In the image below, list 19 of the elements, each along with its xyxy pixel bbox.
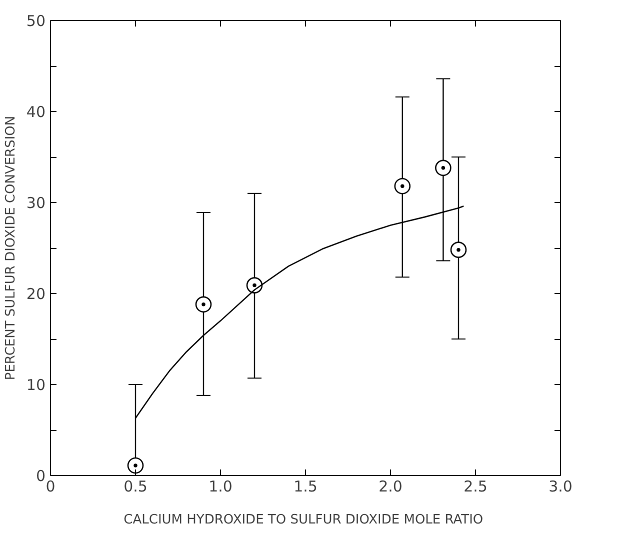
point [394,178,411,194]
x-tick-label: 3.0 [548,478,572,496]
x-tick-label: 2.0 [378,478,402,496]
point [246,277,263,294]
y-tick-label: 30 [26,194,46,212]
point [195,296,212,313]
x-tick-label: 2.5 [464,478,488,496]
x-tick-label: 1.0 [208,478,232,496]
point [127,457,144,474]
x-tick-label: 1.5 [294,478,318,496]
y-tick-label: 10 [26,376,46,394]
y-tick-label: 20 [26,285,46,303]
y-tick-label: 50 [26,12,46,30]
x-tick-label: 0.5 [124,478,148,496]
y-tick-label: 40 [26,103,46,121]
y-axis-title: PERCENT SULFUR DIOXIDE CONVERSION [3,116,18,380]
point [450,242,467,258]
point [435,160,452,176]
x-axis-title: CALCIUM HYDROXIDE TO SULFUR DIOXIDE MOLE RATIO [124,512,484,528]
